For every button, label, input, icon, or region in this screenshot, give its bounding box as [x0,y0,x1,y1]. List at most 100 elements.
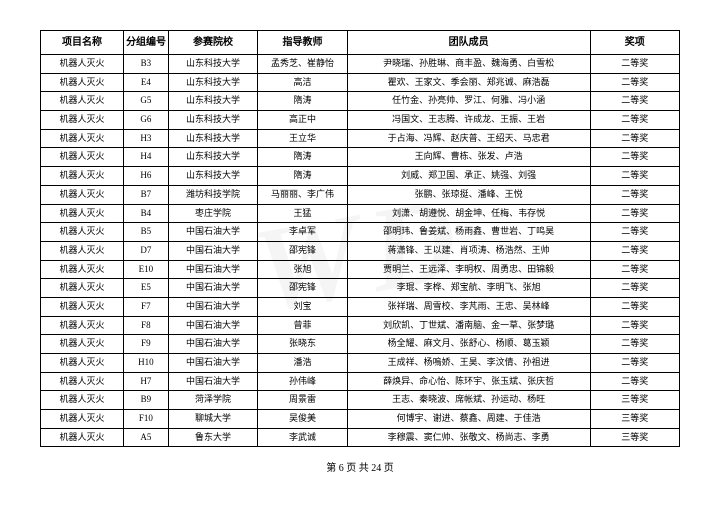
table-cell: 山东科技大学 [168,129,257,148]
table-cell: 张旭 [258,260,347,279]
table-cell: 中国石油大学 [168,260,257,279]
table-cell: 二等奖 [590,316,679,335]
table-cell: 三等奖 [590,410,679,429]
table-cell: 二等奖 [590,335,679,354]
table-cell: B5 [124,223,169,242]
table-row: 机器人灭火F7中国石油大学刘宝张祥瑞、周雪校、李芃雨、王忠、吴林峰二等奖 [41,297,680,316]
table-cell: 机器人灭火 [41,223,124,242]
table-cell: 潘浩 [258,354,347,373]
table-cell: 机器人灭火 [41,241,124,260]
table-cell: 中国石油大学 [168,316,257,335]
table-cell: 中国石油大学 [168,297,257,316]
table-row: 机器人灭火B7潍坊科技学院马丽丽、李广伟张鹏、张琼挺、潘峰、王悦二等奖 [41,185,680,204]
table-cell: E10 [124,260,169,279]
table-cell: 机器人灭火 [41,354,124,373]
table-cell: 任竹金、孙亮帅、罗江、何雅、冯小涵 [347,92,590,111]
table-row: 机器人灭火F8中国石油大学曾菲刘欣凯、丁世斌、潘南脑、金一草、张梦璐二等奖 [41,316,680,335]
table-cell: H10 [124,354,169,373]
table-cell: 二等奖 [590,279,679,298]
table-row: 机器人灭火B3山东科技大学孟秀芝、崔静怡尹晓瑞、孙胜琳、商丰盈、魏海勇、白雪松二… [41,55,680,74]
table-cell: F8 [124,316,169,335]
table-cell: 机器人灭火 [41,148,124,167]
table-cell: 二等奖 [590,372,679,391]
table-cell: B7 [124,185,169,204]
table-cell: 山东科技大学 [168,73,257,92]
table-cell: 二等奖 [590,92,679,111]
table-cell: F7 [124,297,169,316]
table-cell: 鲁东大学 [168,428,257,447]
table-cell: 机器人灭火 [41,167,124,186]
table-cell: 机器人灭火 [41,129,124,148]
table-cell: 三等奖 [590,391,679,410]
table-cell: 王向辉、曹栋、张发、卢浩 [347,148,590,167]
table-cell: 高正中 [258,111,347,130]
col-header-2: 参赛院校 [168,31,257,55]
table-cell: 邵宪锋 [258,241,347,260]
table-cell: 中国石油大学 [168,279,257,298]
col-header-4: 团队成员 [347,31,590,55]
table-cell: 张鹏、张琼挺、潘峰、王悦 [347,185,590,204]
table-cell: 马丽丽、李广伟 [258,185,347,204]
table-cell: 王立华 [258,129,347,148]
table-cell: 二等奖 [590,204,679,223]
table-cell: 机器人灭火 [41,372,124,391]
table-cell: 高洁 [258,73,347,92]
table-row: 机器人灭火H7中国石油大学孙伟峰薛焕异、命心怡、陈环宇、张玉斌、张庆哲二等奖 [41,372,680,391]
table-header: 项目名称分组编号参赛院校指导教师团队成员奖项 [41,31,680,55]
table-cell: 枣庄学院 [168,204,257,223]
table-cell: 刘潇、胡遵悦、胡金坤、任梅、韦存悦 [347,204,590,223]
table-cell: G6 [124,111,169,130]
table-cell: 菏泽学院 [168,391,257,410]
table-cell: 王成祥、杨嗚娇、王昊、李汶倩、孙祖进 [347,354,590,373]
table-row: 机器人灭火E5中国石油大学邵宪锋李琨、李桦、郑宝航、李明飞、张旭二等奖 [41,279,680,298]
page-footer: 第 6 页 共 24 页 [40,459,680,474]
table-cell: E4 [124,73,169,92]
table-cell: 刘宝 [258,297,347,316]
table-cell: 邵宪锋 [258,279,347,298]
table-cell: 李武诚 [258,428,347,447]
table-cell: 机器人灭火 [41,260,124,279]
table-cell: H7 [124,372,169,391]
table-cell: 机器人灭火 [41,410,124,429]
table-row: 机器人灭火B5中国石油大学李卓军邵明玮、鲁姜斌、杨雨鑫、曹世岩、丁鸣昊二等奖 [41,223,680,242]
table-row: 机器人灭火E10中国石油大学张旭贾明兰、王远泽、李明权、周勇忠、田锦毅二等奖 [41,260,680,279]
table-cell: F10 [124,410,169,429]
table-cell: 李琨、李桦、郑宝航、李明飞、张旭 [347,279,590,298]
table-row: 机器人灭火G5山东科技大学隋涛任竹金、孙亮帅、罗江、何雅、冯小涵二等奖 [41,92,680,111]
table-row: 机器人灭火E4山东科技大学高洁瞿欢、王家文、季会丽、郑兆诚、麻浩磊二等奖 [41,73,680,92]
table-cell: 机器人灭火 [41,55,124,74]
table-cell: 二等奖 [590,260,679,279]
table-cell: 薛焕异、命心怡、陈环宇、张玉斌、张庆哲 [347,372,590,391]
table-cell: 中国石油大学 [168,241,257,260]
table-cell: 二等奖 [590,223,679,242]
table-cell: E5 [124,279,169,298]
col-header-0: 项目名称 [41,31,124,55]
table-cell: 周景雷 [258,391,347,410]
table-cell: 于占海、冯辉、赵庆普、王绍天、马忠君 [347,129,590,148]
table-cell: 瞿欢、王家文、季会丽、郑兆诚、麻浩磊 [347,73,590,92]
table-cell: 二等奖 [590,129,679,148]
table-cell: 机器人灭火 [41,185,124,204]
table-cell: 山东科技大学 [168,167,257,186]
table-cell: 孟秀芝、崔静怡 [258,55,347,74]
table-cell: H4 [124,148,169,167]
table-cell: 机器人灭火 [41,92,124,111]
table-cell: 何博宇、谢进、蔡鑫、周建、于佳浩 [347,410,590,429]
col-header-1: 分组编号 [124,31,169,55]
table-cell: 二等奖 [590,73,679,92]
table-row: 机器人灭火G6山东科技大学高正中冯国文、王志腾、许成龙、王振、王岩二等奖 [41,111,680,130]
table-cell: 潍坊科技学院 [168,185,257,204]
table-cell: 隋涛 [258,92,347,111]
table-cell: D7 [124,241,169,260]
table-cell: 机器人灭火 [41,391,124,410]
table-row: 机器人灭火F10聊城大学吴俊美何博宇、谢进、蔡鑫、周建、于佳浩三等奖 [41,410,680,429]
col-header-5: 奖项 [590,31,679,55]
table-row: 机器人灭火D7中国石油大学邵宪锋蒋潇锋、王以建、肖项涛、杨浩然、王帅二等奖 [41,241,680,260]
table-row: 机器人灭火H3山东科技大学王立华于占海、冯辉、赵庆普、王绍天、马忠君二等奖 [41,129,680,148]
table-cell: 二等奖 [590,55,679,74]
table-cell: H6 [124,167,169,186]
table-cell: 隋涛 [258,167,347,186]
table-cell: 二等奖 [590,185,679,204]
table-cell: 吴俊美 [258,410,347,429]
table-cell: 贾明兰、王远泽、李明权、周勇忠、田锦毅 [347,260,590,279]
